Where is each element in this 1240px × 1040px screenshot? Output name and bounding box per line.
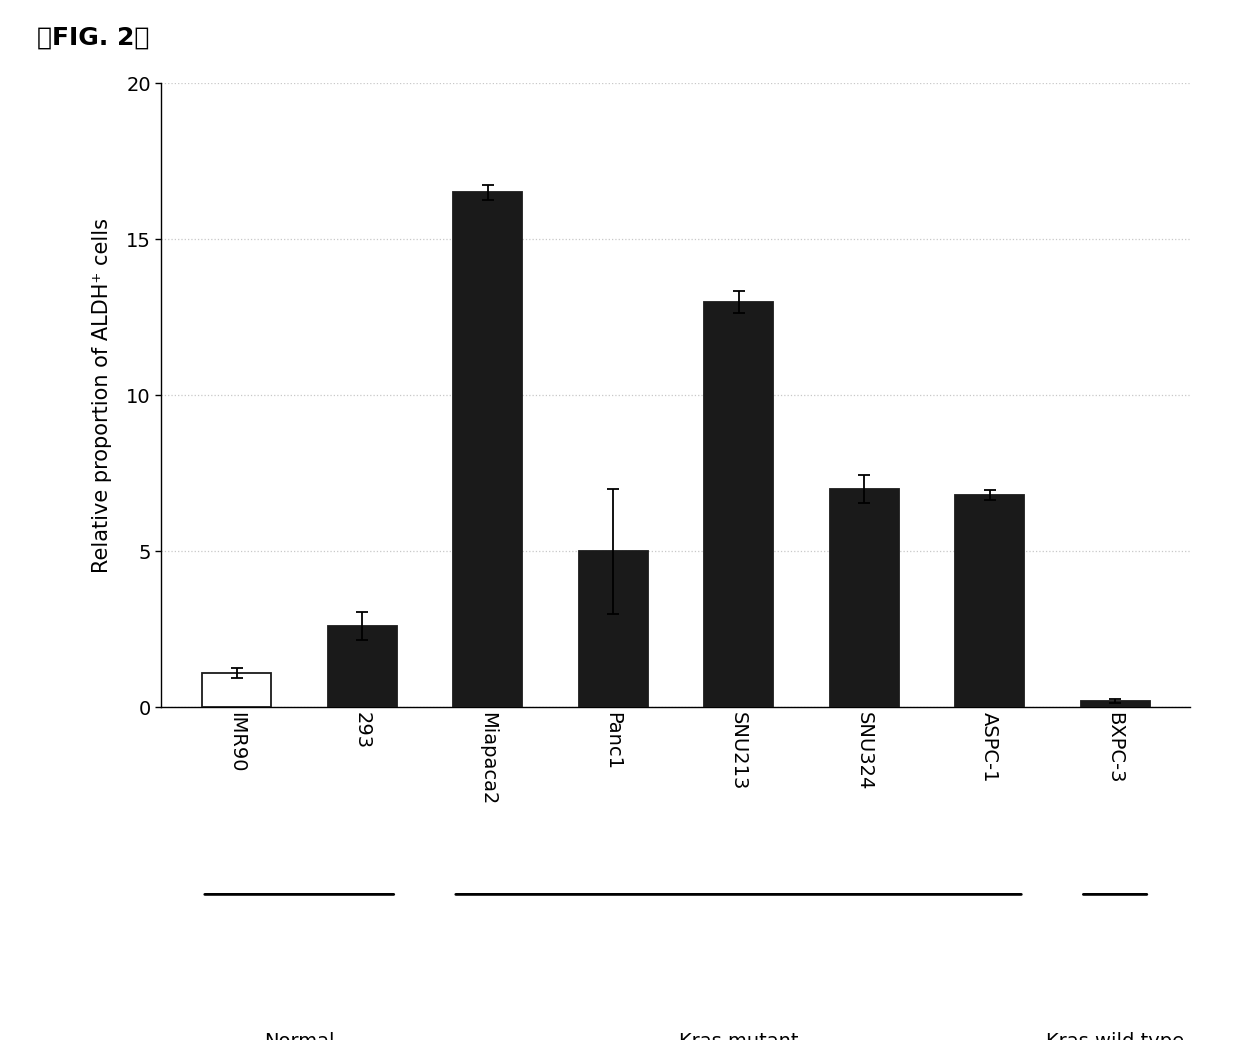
Text: Kras wild type: Kras wild type [1047, 1032, 1184, 1040]
Text: Kras mutant: Kras mutant [678, 1032, 799, 1040]
Bar [453, 192, 522, 707]
Bar [1080, 701, 1149, 707]
Bar [327, 626, 397, 707]
Text: Normal: Normal [264, 1032, 335, 1040]
Bar [704, 302, 773, 707]
Y-axis label: Relative proportion of ALDH⁺ cells: Relative proportion of ALDH⁺ cells [92, 217, 112, 573]
Text: 【FIG. 2】: 【FIG. 2】 [37, 26, 150, 50]
Bar [202, 673, 272, 707]
Bar [955, 495, 1024, 707]
Bar [579, 551, 647, 707]
Bar [830, 489, 899, 707]
